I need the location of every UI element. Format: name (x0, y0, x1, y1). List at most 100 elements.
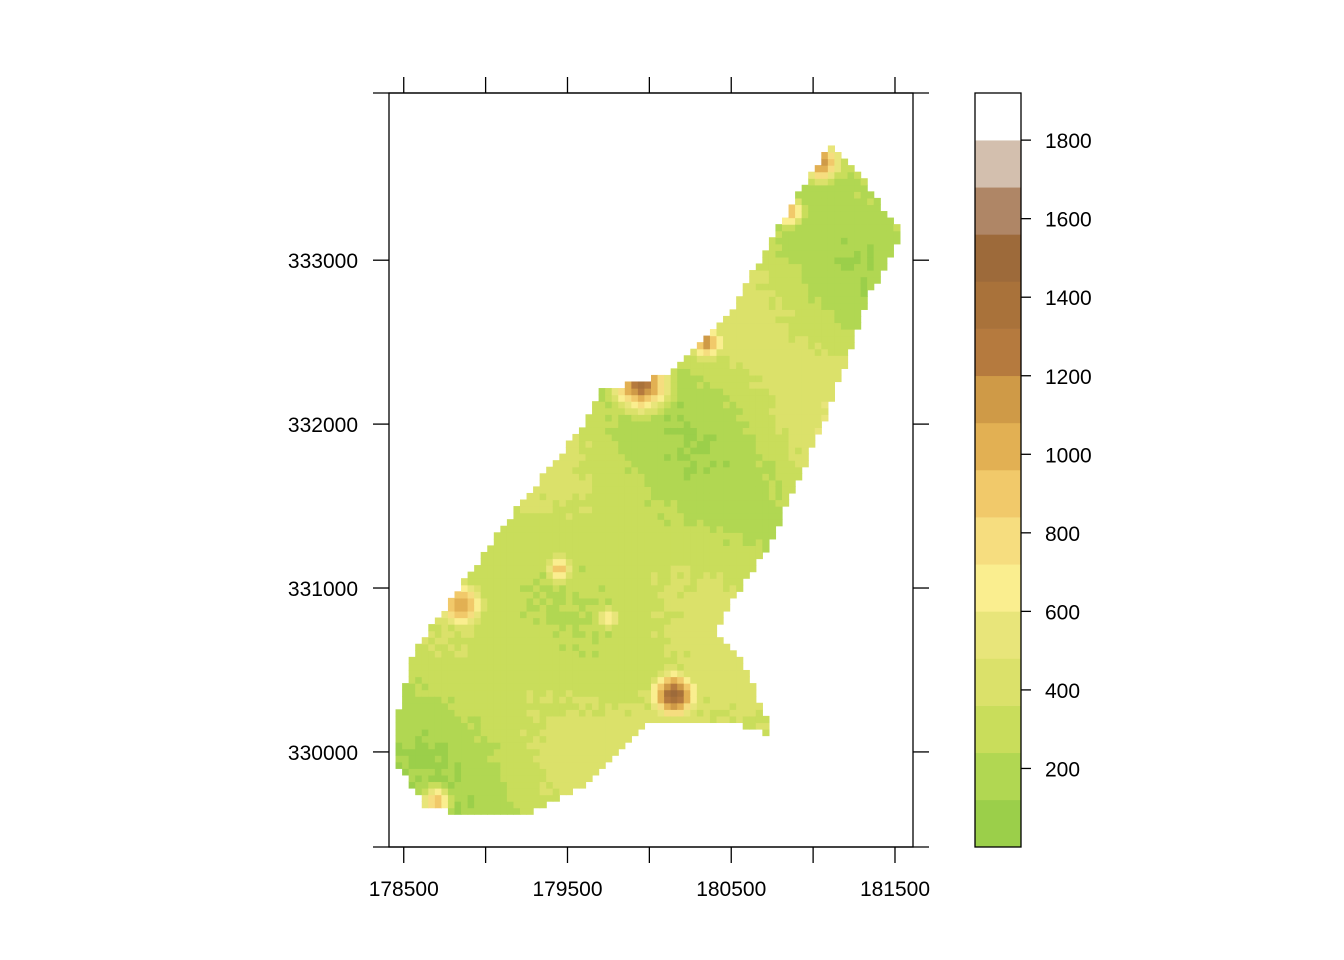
raster-cell (742, 315, 750, 324)
raster-cell (552, 637, 560, 645)
raster-cell (696, 512, 704, 520)
raster-cell (559, 696, 567, 704)
raster-cell (526, 551, 534, 560)
raster-cell (651, 571, 659, 579)
raster-cell (762, 440, 770, 448)
raster-cell (421, 669, 429, 678)
raster-cell (808, 171, 816, 179)
raster-cell (592, 420, 600, 428)
raster-cell (592, 447, 600, 455)
raster-cell (493, 683, 501, 691)
raster-cell (657, 650, 665, 658)
raster-cell (703, 532, 711, 540)
raster-cell (690, 604, 698, 612)
raster-cell (533, 558, 541, 566)
raster-cell (847, 197, 855, 206)
raster-cell (434, 735, 442, 743)
raster-cell (487, 781, 495, 789)
raster-cell (677, 368, 685, 376)
raster-cell (696, 401, 704, 409)
raster-cell (565, 506, 573, 514)
raster-cell (644, 427, 652, 435)
raster-cell (834, 171, 842, 179)
raster-cell (690, 683, 698, 691)
raster-cell (506, 643, 515, 651)
raster-cell (421, 696, 429, 704)
raster-cell (683, 545, 691, 553)
raster-cell (657, 591, 665, 599)
raster-cell (618, 551, 626, 560)
raster-cell (493, 578, 501, 586)
raster-cell (703, 342, 711, 350)
raster-cell (703, 617, 711, 625)
raster-cell (723, 689, 731, 697)
raster-cell (690, 545, 698, 553)
raster-cell (762, 545, 770, 553)
raster-cell (467, 709, 475, 717)
raster-cell (854, 322, 862, 330)
raster-cell (821, 374, 829, 383)
raster-cell (762, 256, 770, 265)
raster-cell (467, 650, 475, 658)
raster-cell (768, 499, 777, 507)
raster-cell (624, 407, 632, 415)
raster-cell (598, 689, 606, 697)
raster-cell (723, 433, 731, 442)
raster-cell (716, 335, 724, 343)
raster-cell (683, 440, 691, 448)
raster-cell (526, 676, 534, 684)
raster-cell (572, 512, 580, 520)
raster-cell (611, 656, 619, 665)
raster-cell (742, 479, 750, 487)
raster-cell (611, 401, 619, 409)
raster-cell (709, 381, 718, 389)
raster-cell (670, 656, 678, 665)
raster-cell (624, 394, 632, 402)
raster-cell (696, 433, 704, 442)
raster-cell (834, 204, 842, 212)
raster-cell (631, 427, 639, 435)
raster-cell (572, 447, 580, 455)
raster-cell (552, 519, 560, 527)
raster-cell (860, 263, 868, 271)
raster-cell (709, 407, 718, 415)
raster-cell (513, 578, 521, 586)
raster-cell (644, 447, 652, 455)
raster-cell (493, 551, 501, 560)
raster-cell (565, 466, 573, 474)
raster-cell (526, 715, 534, 724)
raster-cell (644, 630, 652, 638)
raster-cell (775, 479, 783, 487)
raster-cell (454, 807, 462, 815)
raster-cell (428, 709, 436, 717)
raster-cell (677, 460, 685, 468)
raster-cell (461, 591, 469, 599)
raster-cell (447, 656, 456, 665)
raster-cell (690, 427, 698, 435)
raster-cell (487, 787, 495, 796)
raster-cell (703, 361, 711, 369)
raster-cell (598, 466, 606, 474)
raster-cell (611, 486, 619, 494)
raster-cell (526, 538, 534, 546)
raster-cell (749, 512, 757, 520)
raster-cell (670, 460, 678, 468)
raster-cell (559, 735, 567, 743)
raster-cell (801, 453, 809, 461)
raster-cell (782, 473, 790, 481)
raster-cell (611, 525, 619, 533)
raster-cell (447, 643, 456, 651)
raster-cell (415, 742, 423, 750)
raster-cell (657, 479, 665, 487)
raster-cell (723, 669, 731, 678)
raster-cell (520, 499, 528, 507)
raster-cell (487, 656, 495, 665)
raster-cell (651, 604, 659, 612)
raster-cell (461, 709, 469, 717)
raster-cell (709, 610, 718, 619)
raster-cell (742, 492, 750, 501)
raster-cell (775, 250, 783, 258)
raster-cell (880, 243, 888, 251)
raster-cell (644, 453, 652, 461)
raster-cell (578, 473, 587, 481)
